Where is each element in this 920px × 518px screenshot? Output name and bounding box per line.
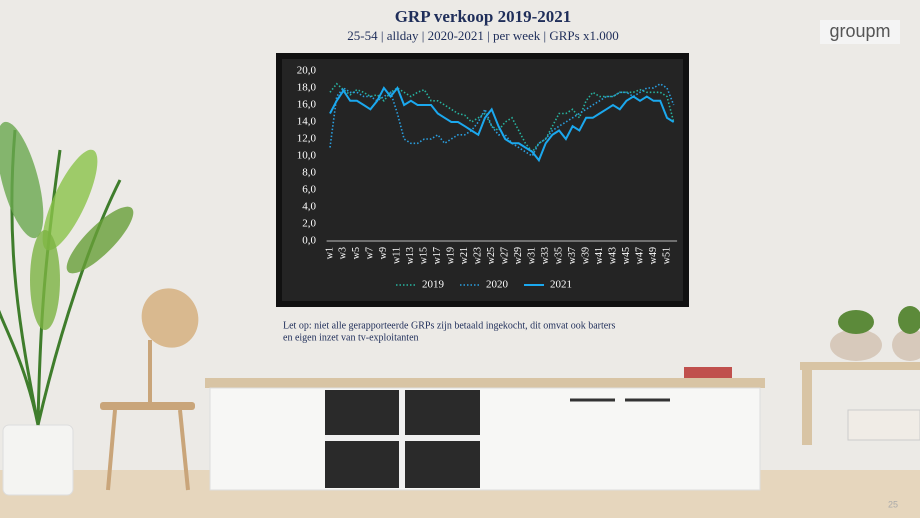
chart-subtitle: 25-54 | allday | 2020-2021 | per week | … — [347, 28, 618, 43]
sideboard — [205, 367, 765, 491]
note-line: en eigen inzet van tv-exploitanten — [283, 332, 419, 343]
legend-label: 2021 — [550, 279, 572, 291]
x-tick-label: w9 — [378, 247, 389, 259]
y-tick-label: 16,0 — [297, 99, 317, 111]
x-tick-label: w43 — [607, 247, 618, 264]
y-tick-label: 6,0 — [302, 184, 316, 196]
x-tick-label: w39 — [580, 247, 591, 264]
x-tick-label: w21 — [459, 247, 470, 264]
x-tick-label: w35 — [553, 247, 564, 264]
lamp — [100, 288, 199, 491]
x-tick-label: w25 — [486, 247, 497, 264]
x-tick-label: w33 — [540, 247, 551, 264]
x-tick-label: w7 — [365, 247, 376, 259]
series-line — [329, 82, 675, 154]
y-tick-label: 0,0 — [302, 235, 316, 247]
x-tick-label: w29 — [513, 247, 524, 264]
x-tick-label: w47 — [634, 247, 645, 264]
x-tick-label: w3 — [338, 247, 349, 259]
chart-title: GRP verkoop 2019-2021 — [395, 7, 572, 26]
x-tick-label: w41 — [594, 247, 605, 264]
legend-label: 2019 — [422, 279, 445, 291]
x-tick-label: w13 — [405, 247, 416, 264]
x-tick-label: w31 — [526, 247, 537, 264]
logo-box — [820, 20, 900, 44]
y-tick-label: 4,0 — [302, 201, 316, 213]
y-tick-label: 14,0 — [297, 116, 317, 128]
x-tick-label: w15 — [419, 247, 430, 264]
x-tick-label: w45 — [621, 247, 632, 264]
x-tick-label: w17 — [432, 247, 443, 264]
x-tick-label: w51 — [661, 247, 672, 264]
x-tick-label: w27 — [500, 247, 511, 264]
y-tick-label: 12,0 — [297, 133, 317, 145]
page-number: 25 — [888, 499, 898, 509]
x-tick-label: w19 — [446, 247, 457, 264]
legend-label: 2020 — [486, 279, 509, 291]
x-tick-label: w49 — [648, 247, 659, 264]
x-tick-label: w1 — [324, 247, 335, 259]
plant — [0, 121, 134, 496]
y-tick-label: 10,0 — [297, 150, 317, 162]
note-line: Let op: niet alle gerapporteerde GRPs zi… — [283, 320, 616, 331]
x-tick-label: w11 — [392, 247, 403, 264]
shelf — [800, 306, 920, 445]
y-tick-label: 20,0 — [297, 65, 317, 77]
logo: groupm — [829, 21, 890, 41]
x-tick-label: w37 — [567, 247, 578, 264]
y-tick-label: 18,0 — [297, 82, 317, 94]
x-tick-label: w5 — [351, 247, 362, 259]
y-tick-label: 8,0 — [302, 167, 316, 179]
series-line — [329, 86, 675, 163]
x-tick-label: w23 — [473, 247, 484, 264]
y-tick-label: 2,0 — [302, 218, 316, 230]
